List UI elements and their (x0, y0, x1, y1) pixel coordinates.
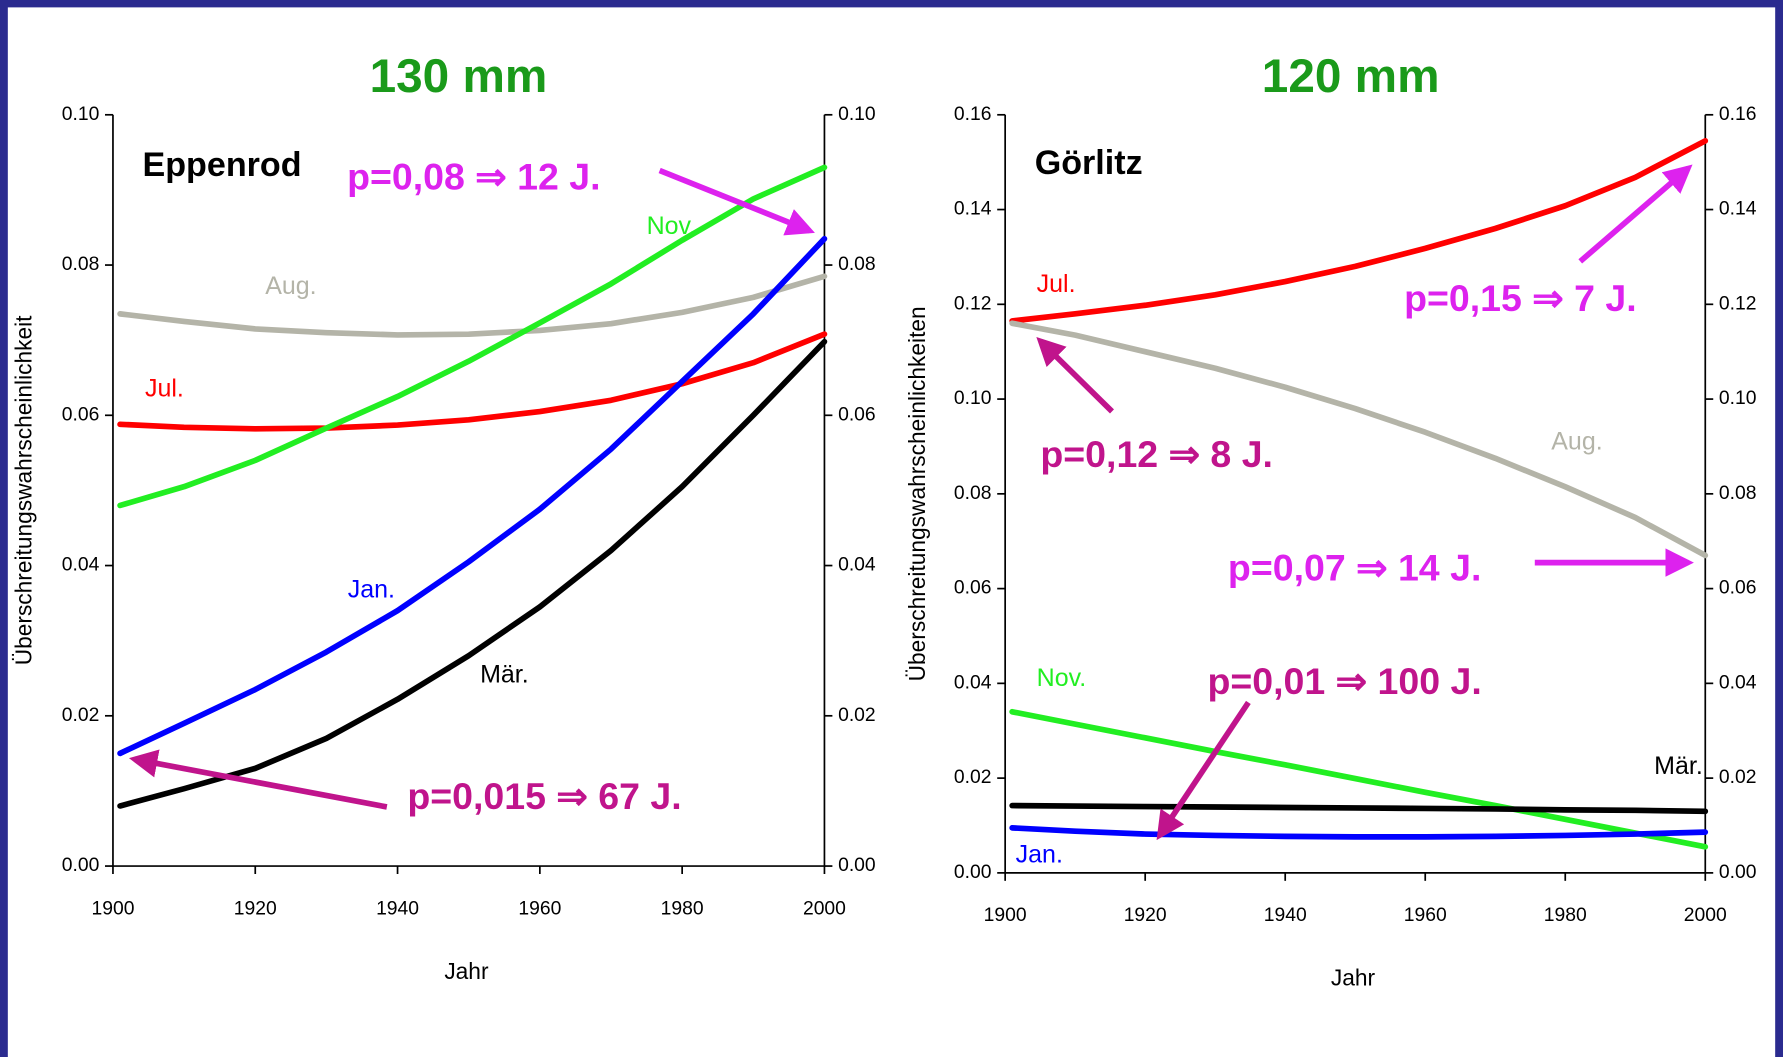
y-tick-label: 0.14 (954, 199, 992, 220)
y2-tick-label: 0.06 (838, 404, 876, 425)
x-tick-label: 1920 (234, 898, 277, 919)
annotation-arrow (1578, 164, 1693, 264)
x-tick-label: 1960 (518, 898, 561, 919)
series-label: Nov. (647, 212, 697, 240)
y2-tick-label: 0.00 (838, 855, 876, 876)
x-tick-label: 1980 (661, 898, 704, 919)
series-label: Nov. (1037, 664, 1087, 692)
y-tick-label: 0.04 (62, 555, 100, 576)
chart-title: 130 mm (370, 50, 548, 103)
y-tick-label: 0.10 (954, 388, 992, 409)
y2-tick-label: 0.04 (1719, 672, 1757, 693)
annotation: p=0,12 ⇒ 8 J. (1040, 433, 1273, 475)
y2-tick-label: 0.14 (1719, 199, 1757, 220)
x-tick-label: 1980 (1544, 905, 1587, 926)
series-label: Jul. (145, 374, 184, 402)
series-label: Jan. (1016, 840, 1063, 868)
series-line (1009, 802, 1709, 815)
y-tick-label: 0.12 (954, 293, 992, 314)
y2-tick-label: 0.08 (838, 254, 876, 275)
annotation: p=0,07 ⇒ 14 J. (1228, 546, 1481, 588)
y2-tick-label: 0.06 (1719, 578, 1757, 599)
series-label: Jul. (1037, 270, 1076, 298)
x-tick-label: 1940 (376, 898, 419, 919)
y2-tick-label: 0.10 (838, 104, 876, 125)
x-tick-label: 1940 (1264, 905, 1307, 926)
series-label: Mär. (480, 661, 529, 689)
y-tick-label: 0.00 (954, 862, 992, 883)
x-tick-label: 2000 (803, 898, 846, 919)
y2-tick-label: 0.04 (838, 555, 876, 576)
y-tick-label: 0.08 (954, 483, 992, 504)
y-axis-label: Überschreitungswahrscheinlichkeiten (904, 306, 930, 681)
y-tick-label: 0.00 (62, 855, 100, 876)
series-line (117, 273, 828, 338)
annotation-arrow (128, 749, 388, 810)
y-tick-label: 0.02 (954, 767, 992, 788)
annotation-arrow (1156, 700, 1251, 841)
y-tick-label: 0.10 (62, 104, 100, 125)
x-axis-label: Jahr (444, 958, 489, 984)
y2-tick-label: 0.16 (1719, 104, 1757, 125)
x-tick-label: 1900 (984, 905, 1027, 926)
y-tick-label: 0.16 (954, 104, 992, 125)
x-tick-label: 1900 (91, 898, 134, 919)
series-line (117, 164, 828, 509)
chart-subtitle: Eppenrod (143, 146, 302, 184)
series-line (1009, 138, 1709, 324)
series-label: Mär. (1654, 752, 1703, 780)
y-tick-label: 0.04 (954, 672, 992, 693)
series-line (1009, 825, 1709, 840)
y2-tick-label: 0.10 (1719, 388, 1757, 409)
y-tick-label: 0.08 (62, 254, 100, 275)
y-tick-label: 0.06 (62, 404, 100, 425)
series-line (117, 331, 828, 432)
x-tick-label: 1920 (1124, 905, 1167, 926)
annotation-arrow (658, 167, 815, 236)
y-tick-label: 0.02 (62, 705, 100, 726)
series-line (1009, 320, 1709, 559)
annotation: p=0,01 ⇒ 100 J. (1207, 660, 1481, 702)
y2-tick-label: 0.08 (1719, 483, 1757, 504)
annotation: p=0,08 ⇒ 12 J. (347, 155, 600, 197)
y2-tick-label: 0.02 (838, 705, 876, 726)
series-label: Aug. (1551, 428, 1602, 456)
axis-line (112, 114, 826, 867)
series-line (1009, 708, 1709, 850)
y2-tick-label: 0.02 (1719, 767, 1757, 788)
y2-tick-label: 0.00 (1719, 862, 1757, 883)
annotation-arrow (1036, 336, 1114, 414)
x-axis-label: Jahr (1331, 965, 1376, 991)
y-axis-label: Überschreitungswahrscheinlichkeit (10, 315, 36, 665)
series-label: Jan. (348, 576, 395, 604)
x-tick-label: 1960 (1404, 905, 1447, 926)
chart-subtitle: Görlitz (1035, 144, 1143, 182)
x-tick-label: 2000 (1684, 905, 1727, 926)
y2-tick-label: 0.12 (1719, 293, 1757, 314)
annotation: p=0,015 ⇒ 67 J. (407, 775, 681, 817)
y-tick-label: 0.06 (954, 578, 992, 599)
series-label: Aug. (265, 272, 316, 300)
chart-title: 120 mm (1262, 50, 1440, 103)
annotation: p=0,15 ⇒ 7 J. (1404, 277, 1637, 319)
series-line (117, 235, 828, 757)
